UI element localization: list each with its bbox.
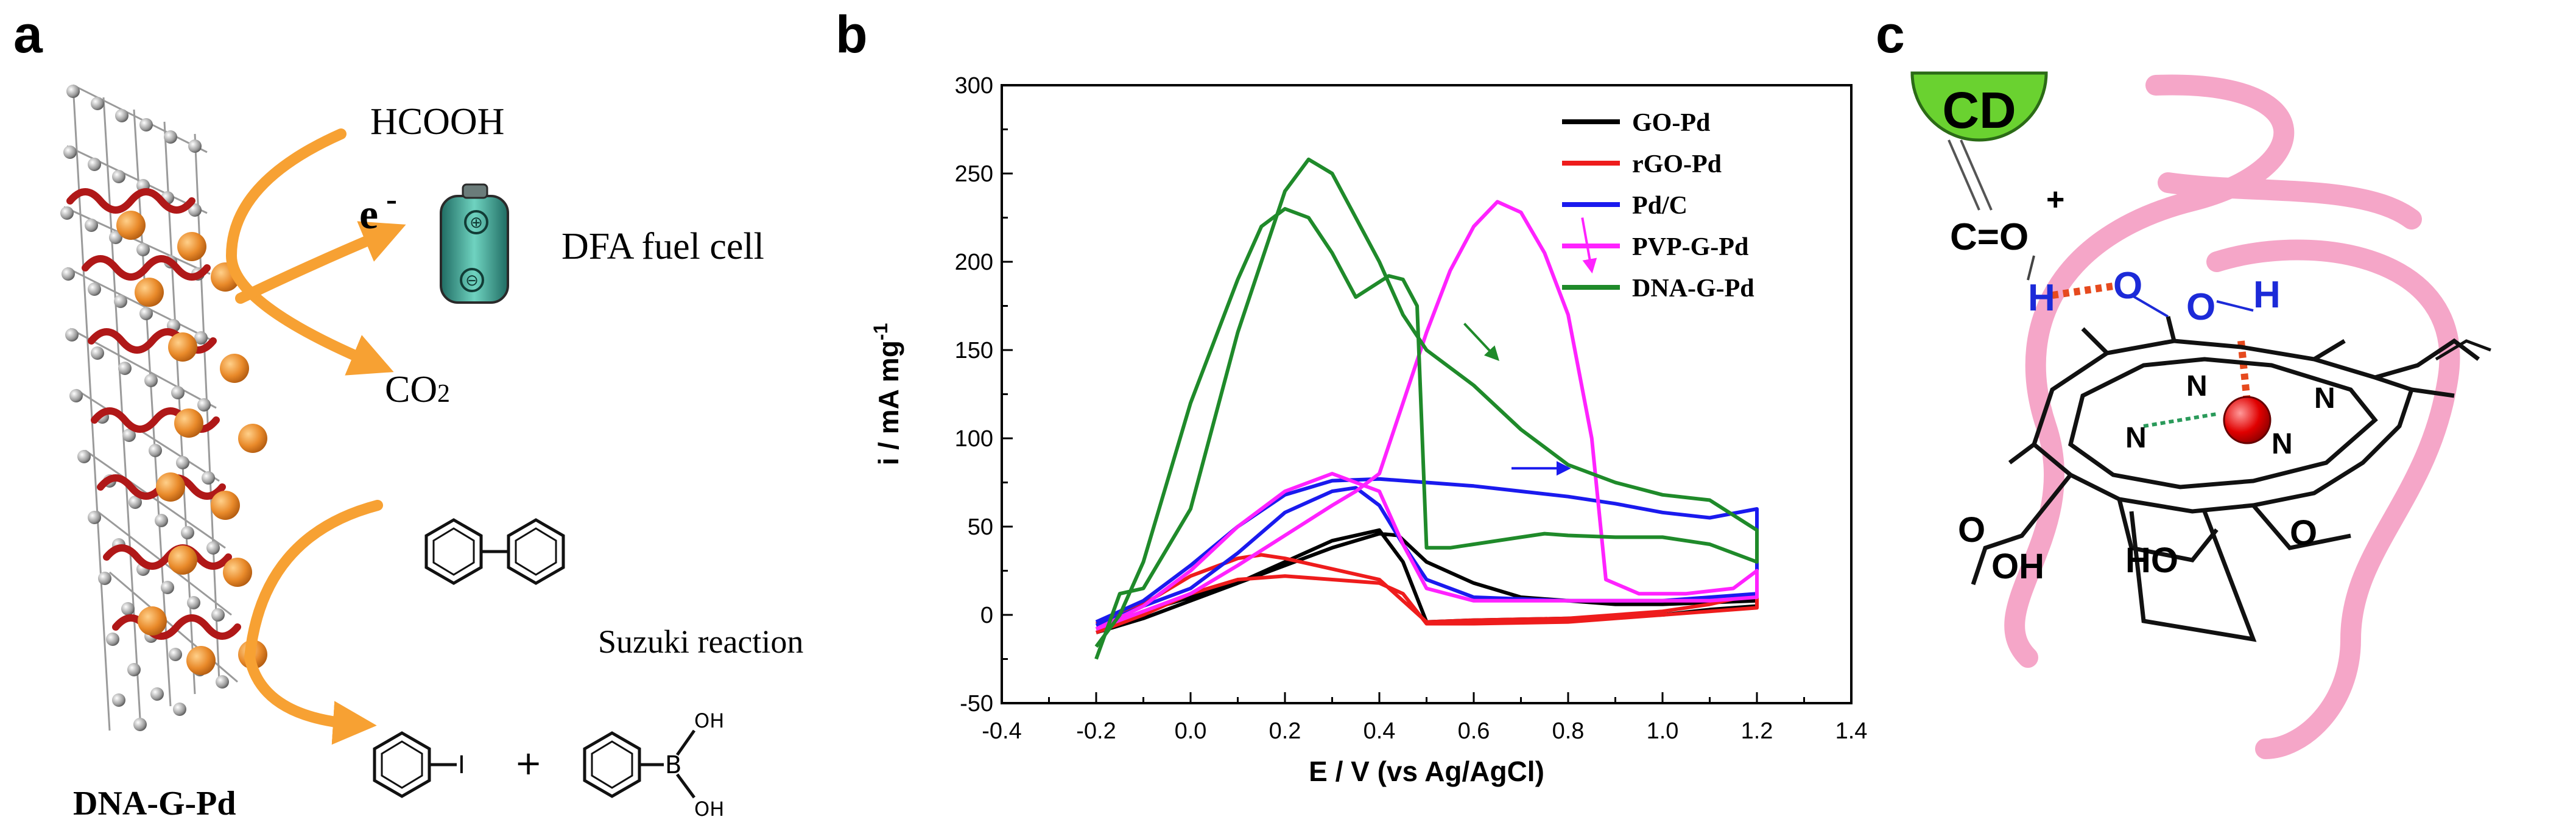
x-tick-label: 0.2 [1269, 718, 1301, 744]
iodobenzene-structure [373, 731, 457, 798]
battery-plus-icon: ⊕ [470, 214, 483, 232]
panel-a-letter: a [13, 5, 43, 64]
y-tick-label: 250 [955, 161, 993, 187]
x-axis-label: E / V (vs Ag/AgCl) [1309, 756, 1544, 787]
x-tick-label: 0.0 [1175, 718, 1207, 744]
plus-sign: + [515, 744, 542, 782]
iodo-label: I [458, 751, 465, 779]
nitrogen-2: N [2314, 382, 2335, 415]
iron-center [2223, 396, 2272, 444]
porphyrin-structure [1971, 316, 2491, 642]
o-right-label: O [2186, 286, 2215, 328]
panel-c-letter: c [1876, 5, 1905, 64]
cd-label: CD [1942, 82, 2016, 139]
y-tick-label: 300 [955, 73, 993, 99]
boron-label: B [665, 751, 681, 779]
co2-label: CO 2 [385, 369, 450, 410]
carboxyl-oh-left: OH [1991, 547, 2044, 586]
direction-arrow [1463, 323, 1500, 362]
o-mid-label: O [2113, 265, 2142, 307]
legend-label: PVP-G-Pd [1632, 233, 1748, 261]
hcooh-label: HCOOH [370, 101, 504, 142]
series-line-dna-g-pd [1094, 157, 1759, 660]
series-line-go-pd [1095, 528, 1759, 634]
oh-bottom-label: OH [694, 798, 724, 821]
coordination-bond [2143, 412, 2217, 428]
x-tick-label: 0.4 [1364, 718, 1396, 744]
x-tick-label: 0.6 [1458, 718, 1490, 744]
biphenyl-structure [424, 518, 565, 585]
svg-text:-: - [386, 181, 397, 217]
phenylboronic-acid-structure [583, 729, 696, 799]
dna-g-pd-label: DNA-G-Pd [73, 785, 236, 822]
graphene-sheet [60, 84, 238, 731]
svg-text:e: e [359, 191, 378, 238]
pd-nanoparticles [116, 211, 267, 675]
legend-label: rGO-Pd [1632, 150, 1722, 178]
legend-label: Pd/C [1632, 192, 1687, 220]
aptamer-ribbon [2004, 74, 2460, 759]
dfa-fuel-cell-label: DFA fuel cell [561, 226, 764, 267]
x-tick-label: 0.8 [1552, 718, 1585, 744]
reaction-arrows [225, 128, 406, 745]
electron-label: e - [359, 181, 397, 238]
carbonyl-label: C=O [1950, 216, 2029, 258]
x-tick-label: -0.4 [982, 718, 1021, 744]
hydroxyl-bonds [2130, 294, 2254, 318]
series-line-pvp-g-pd [1095, 200, 1759, 631]
hydrogen-bonds [2027, 255, 2251, 402]
x-tick-label: -0.2 [1076, 718, 1116, 744]
svg-text:2: 2 [437, 380, 450, 408]
dna-strands [66, 188, 241, 640]
panel-b-letter: b [836, 5, 868, 64]
y-tick-label: -50 [960, 691, 993, 717]
suzuki-reaction-label: Suzuki reaction [598, 623, 803, 660]
carboxyl-o-left: O [1958, 510, 1985, 550]
y-axis-label: i / mA mg-1 [870, 323, 904, 466]
cd-cyclodextrin [1910, 71, 2048, 142]
battery-icon [440, 183, 509, 304]
y-tick-label: 150 [955, 338, 993, 363]
direction-arrow [1581, 217, 1597, 274]
legend-label: DNA-G-Pd [1632, 275, 1754, 303]
oh-top-label: OH [694, 709, 724, 732]
x-tick-label: 1.4 [1835, 718, 1868, 744]
carboxyl-o-right: O [2290, 513, 2317, 553]
legend-label: GO-Pd [1632, 109, 1710, 137]
y-tick-label: 200 [955, 250, 993, 275]
carboxyl-ho-right: HO [2125, 541, 2178, 580]
x-tick-label: 1.2 [1741, 718, 1773, 744]
x-tick-label: 1.0 [1647, 718, 1679, 744]
y-tick-label: 0 [980, 603, 993, 628]
nitrogen-1: N [2186, 370, 2208, 402]
y-tick-label: 100 [955, 426, 993, 452]
y-tick-label: 50 [968, 514, 993, 540]
svg-text:CO: CO [385, 369, 437, 410]
nitrogen-4: N [2272, 428, 2293, 460]
nitrogen-3: N [2125, 422, 2147, 454]
series-line-pd-c [1095, 477, 1759, 628]
linker-bonds [1948, 139, 1993, 211]
h-left-label: H [2028, 277, 2055, 319]
h-right-label: H [2253, 274, 2281, 316]
battery-minus-icon: ⊖ [465, 272, 479, 290]
positive-charge: + [2046, 182, 2064, 217]
